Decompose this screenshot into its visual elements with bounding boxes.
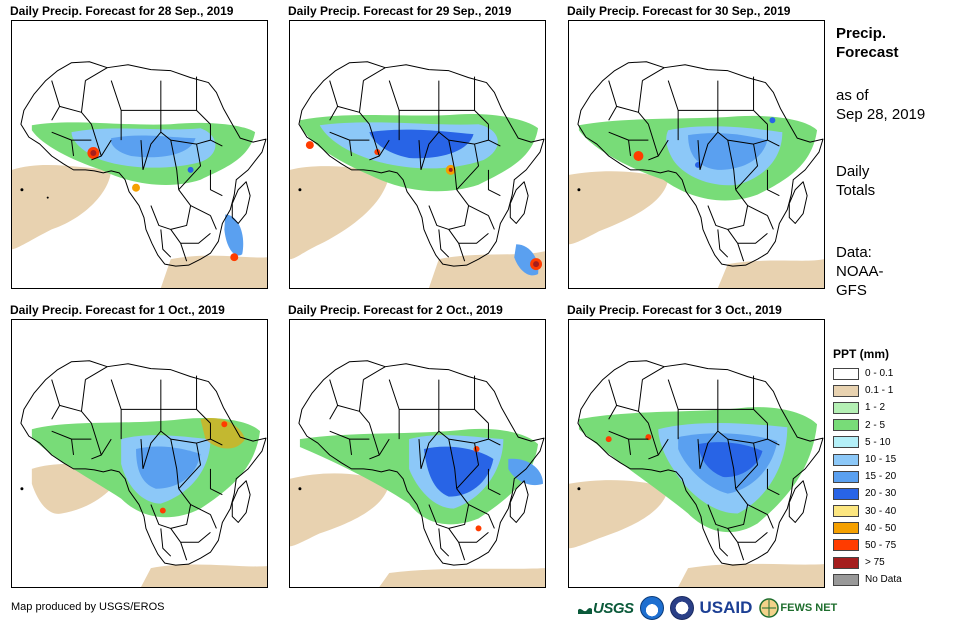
precip-map[interactable]	[11, 319, 268, 588]
as-of-label: as of	[836, 87, 869, 104]
legend-item: 10 - 15	[833, 451, 943, 468]
data-source: Data: NOAA- GFS	[836, 243, 884, 300]
legend-item: 20 - 30	[833, 485, 943, 502]
legend-swatch	[833, 384, 859, 397]
legend-swatch	[833, 436, 859, 449]
sidebar-title-line: Precip.	[836, 25, 887, 42]
globe-icon	[759, 598, 780, 618]
forecast-panel-6: Daily Precip. Forecast for 3 Oct., 2019	[567, 302, 826, 588]
forecast-panel-4: Daily Precip. Forecast for 1 Oct., 2019	[10, 302, 269, 588]
fews-net-logo: FEWS NET	[758, 595, 837, 621]
totals-note: Daily Totals	[836, 162, 875, 200]
legend-swatch	[833, 470, 859, 483]
legend-item: 5 - 10	[833, 434, 943, 451]
fews-net-logo-text: FEWS NET	[780, 602, 838, 614]
forecast-panel-3: Daily Precip. Forecast for 30 Sep., 2019	[567, 3, 826, 289]
legend-item: 40 - 50	[833, 520, 943, 537]
map-graphic	[569, 21, 824, 288]
legend-label: No Data	[865, 574, 902, 586]
legend-title: PPT (mm)	[833, 347, 890, 361]
legend-item: 0 - 0.1	[833, 365, 943, 382]
precip-map[interactable]	[568, 319, 825, 588]
legend-label: 40 - 50	[865, 522, 897, 534]
legend-label: 10 - 15	[865, 454, 897, 466]
map-graphic	[12, 21, 267, 288]
data-source-line: GFS	[836, 282, 867, 299]
data-source-line: Data:	[836, 244, 872, 261]
legend-item: 0.1 - 1	[833, 382, 943, 399]
partner-logos: USGS USAID FEWS NET	[577, 594, 837, 622]
legend-item: > 75	[833, 554, 943, 571]
legend-label: 15 - 20	[865, 471, 897, 483]
forecast-panel-2: Daily Precip. Forecast for 29 Sep., 2019	[288, 3, 547, 289]
map-credit: Map produced by USGS/EROS	[11, 601, 165, 613]
legend-swatch	[833, 556, 859, 569]
totals-line: Daily	[836, 163, 870, 180]
noaa-logo	[639, 596, 664, 620]
legend-swatch	[833, 401, 859, 414]
panel-title: Daily Precip. Forecast for 1 Oct., 2019	[10, 303, 225, 317]
legend-swatch	[833, 573, 859, 586]
sidebar-title: Precip. Forecast	[836, 24, 899, 62]
legend-swatch	[833, 487, 859, 500]
usaid-logo: USAID	[700, 595, 753, 621]
legend-label: 0 - 0.1	[865, 368, 894, 380]
map-graphic	[12, 320, 267, 587]
precip-map[interactable]	[289, 319, 546, 588]
forecast-panel-1: Daily Precip. Forecast for 28 Sep., 2019	[10, 3, 269, 289]
legend-item: 1 - 2	[833, 399, 943, 416]
legend-label: 5 - 10	[865, 436, 891, 448]
legend-swatch	[833, 522, 859, 535]
totals-line: Totals	[836, 182, 876, 199]
precip-map[interactable]	[11, 20, 268, 289]
legend-label: 30 - 40	[865, 505, 897, 517]
as-of-date: as of Sep 28, 2019	[836, 86, 925, 124]
usgs-logo-text: USGS	[593, 599, 634, 617]
map-graphic	[290, 21, 545, 288]
usgs-wave-icon	[578, 608, 592, 614]
map-graphic	[290, 320, 545, 587]
legend-item: 2 - 5	[833, 417, 943, 434]
legend-swatch	[833, 505, 859, 518]
panel-title: Daily Precip. Forecast for 28 Sep., 2019	[10, 4, 234, 18]
legend-item: No Data	[833, 571, 943, 588]
legend-swatch	[833, 453, 859, 466]
legend-label: > 75	[865, 557, 885, 569]
legend-item: 50 - 75	[833, 537, 943, 554]
data-source-line: NOAA-	[836, 263, 884, 280]
precip-map[interactable]	[568, 20, 825, 289]
sidebar-title-line: Forecast	[836, 44, 899, 61]
as-of-value: Sep 28, 2019	[836, 106, 926, 123]
legend-swatch	[833, 419, 859, 432]
map-graphic	[569, 320, 824, 587]
legend-label: 1 - 2	[865, 402, 886, 414]
ppt-legend: PPT (mm) 0 - 0.1 0.1 - 1 1 - 2 2 - 5 5 - 10 1…	[833, 347, 943, 588]
panel-title: Daily Precip. Forecast for 2 Oct., 2019	[288, 303, 503, 317]
usgs-logo: USGS	[577, 595, 634, 621]
legend-label: 50 - 75	[865, 539, 897, 551]
dhs-seal	[669, 596, 694, 620]
precip-map[interactable]	[289, 20, 546, 289]
legend-swatch	[833, 539, 859, 552]
forecast-panel-5: Daily Precip. Forecast for 2 Oct., 2019	[288, 302, 547, 588]
legend-swatch	[833, 367, 859, 380]
legend-label: 20 - 30	[865, 488, 897, 500]
legend-item: 30 - 40	[833, 503, 943, 520]
legend-item: 15 - 20	[833, 468, 943, 485]
legend-label: 2 - 5	[865, 419, 886, 431]
panel-title: Daily Precip. Forecast for 3 Oct., 2019	[567, 303, 782, 317]
legend-label: 0.1 - 1	[865, 385, 894, 397]
panel-title: Daily Precip. Forecast for 30 Sep., 2019	[567, 4, 791, 18]
panel-title: Daily Precip. Forecast for 29 Sep., 2019	[288, 4, 512, 18]
usaid-logo-text: USAID	[699, 598, 753, 617]
